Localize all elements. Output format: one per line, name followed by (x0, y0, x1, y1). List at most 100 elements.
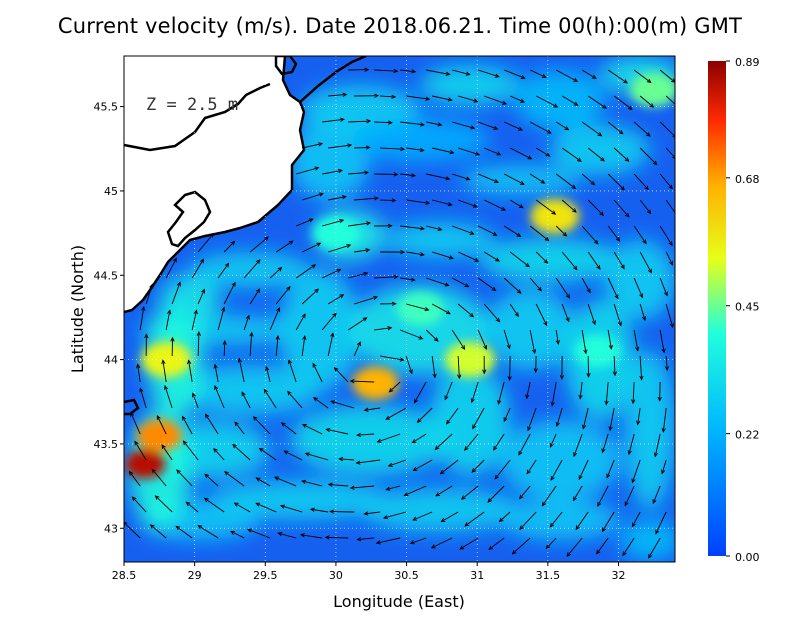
velocity-arrowhead (193, 309, 198, 315)
velocity-arrowhead (661, 348, 666, 354)
velocity-arrowhead (299, 533, 305, 538)
velocity-arrowhead (615, 237, 621, 242)
velocity-arrowhead (448, 255, 454, 260)
velocity-arrowhead (549, 442, 554, 448)
velocity-arrowhead (491, 286, 497, 292)
velocity-arrow (578, 459, 589, 480)
velocity-arrow (639, 251, 652, 273)
velocity-arrow (440, 459, 459, 475)
velocity-arrowhead (465, 176, 471, 181)
velocity-arrow (483, 303, 500, 322)
velocity-arrowhead (657, 396, 662, 402)
velocity-arrow (441, 511, 459, 523)
velocity-arrow (243, 259, 261, 279)
velocity-arrowhead (493, 445, 498, 451)
velocity-arrowhead (203, 497, 209, 502)
velocity-arrowhead (374, 196, 380, 201)
velocity-arrowhead (141, 305, 146, 311)
velocity-arrowhead (617, 321, 622, 327)
velocity-arrowhead (618, 129, 624, 135)
velocity-arrow (483, 199, 506, 211)
y-axis-label: Latitude (North) (68, 245, 87, 373)
velocity-arrowhead (164, 385, 169, 391)
velocity-arrowhead (356, 537, 362, 542)
velocity-arrow (426, 173, 450, 180)
velocity-arrowhead (275, 335, 280, 340)
velocity-arrowhead (494, 73, 500, 78)
velocity-arrowhead (283, 450, 289, 455)
velocity-arrow (132, 496, 147, 513)
velocity-arrow (483, 251, 500, 262)
velocity-arrow (300, 534, 323, 539)
velocity-arrowhead (572, 496, 578, 502)
velocity-arrowhead (258, 447, 264, 453)
velocity-arrowhead (316, 242, 322, 247)
velocity-arrow (535, 95, 558, 108)
depth-label: Z = 2.5 m (146, 95, 238, 115)
x-tick-label: 31 (470, 569, 484, 582)
velocity-arrow (137, 364, 141, 383)
velocity-arrowhead (606, 473, 611, 479)
velocity-arrow (204, 497, 225, 513)
velocity-arrowhead (391, 94, 397, 99)
velocity-arrowhead (573, 265, 578, 271)
velocity-arrowhead (540, 179, 546, 184)
current-vectors (124, 67, 675, 559)
velocity-arrowhead (363, 511, 369, 516)
velocity-arrow (654, 433, 661, 457)
velocity-arrowhead (265, 365, 270, 371)
velocity-arrowhead (447, 202, 453, 207)
velocity-arrow (406, 303, 429, 311)
velocity-arrowhead (128, 470, 134, 476)
velocity-arrow (328, 144, 352, 149)
velocity-arrowhead (543, 321, 548, 327)
velocity-arrowhead (562, 231, 568, 237)
velocity-arrow (451, 225, 474, 235)
velocity-arrowhead (516, 232, 522, 237)
velocity-arrow (452, 69, 470, 75)
velocity-arrow (529, 173, 545, 184)
velocity-arrow (648, 537, 661, 559)
velocity-arrowhead (669, 323, 674, 329)
velocity-arrow (655, 511, 667, 534)
velocity-arrowhead (572, 208, 577, 213)
velocity-arrowhead (342, 92, 348, 97)
speed-patch (550, 125, 650, 175)
velocity-arrow (183, 440, 199, 461)
velocity-arrow (607, 225, 620, 242)
velocity-arrowhead (425, 200, 431, 205)
velocity-arrowhead (214, 385, 219, 390)
velocity-arrow (509, 199, 524, 209)
velocity-arrowhead (575, 525, 580, 531)
velocity-arrowhead (591, 74, 597, 79)
x-axis-ticks: 28.5 29 29.5 30 30.5 31 31.5 32 (112, 562, 625, 582)
velocity-arrow (426, 121, 442, 126)
velocity-arrowhead (525, 262, 530, 268)
velocity-arrow (458, 147, 480, 156)
velocity-arrow (356, 459, 381, 464)
velocity-arrow (249, 236, 269, 253)
velocity-arrow (354, 296, 378, 305)
velocity-arrowhead (356, 432, 362, 438)
velocity-arrow (659, 173, 673, 189)
velocity-arrow (452, 173, 470, 180)
velocity-arrowhead (385, 415, 391, 420)
velocity-arrow (175, 525, 193, 539)
velocity-arrowhead (365, 248, 371, 253)
velocity-arrow (639, 199, 651, 214)
colorbar-tick-label: 0.00 (735, 551, 760, 564)
velocity-arrowhead (301, 479, 307, 484)
velocity-arrow (587, 147, 605, 162)
velocity-arrow (347, 317, 367, 331)
velocity-arrow (348, 222, 371, 227)
velocity-arrow (503, 225, 521, 237)
velocity-arrowhead (424, 307, 430, 312)
velocity-arrowhead (347, 143, 353, 148)
velocity-arrow (412, 511, 433, 521)
velocity-arrow (406, 199, 430, 204)
velocity-arrowhead (273, 476, 279, 481)
velocity-arrowhead (318, 142, 324, 147)
velocity-arrow (633, 277, 643, 298)
velocity-arrowhead (387, 326, 393, 331)
velocity-arrow (376, 537, 401, 544)
